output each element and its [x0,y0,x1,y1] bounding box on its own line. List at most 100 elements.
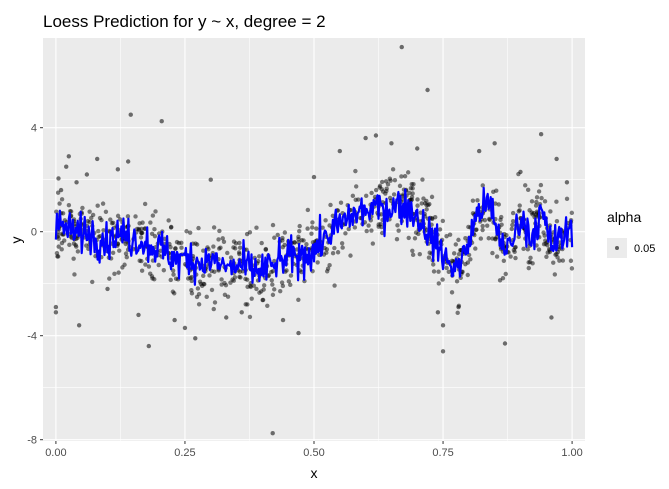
scatter-point [332,245,337,251]
scatter-point [435,310,441,315]
scatter-point [377,185,382,190]
scatter-point [299,269,304,275]
scatter-point [463,236,468,241]
scatter-point [95,156,100,162]
scatter-point [410,252,416,258]
scatter-point [137,258,142,263]
scatter-point [480,223,485,229]
scatter-point [222,292,228,297]
scatter-point [103,209,109,215]
scatter-point [66,202,72,208]
scatter-point [220,236,225,241]
scatter-point [415,146,420,151]
scatter-point [482,217,488,223]
scatter-point [538,132,544,137]
scatter-point [142,201,148,207]
scatter-point [260,297,266,303]
scatter-point [68,234,74,239]
scatter-point [444,233,449,239]
scatter-point [297,228,302,234]
scatter-point [224,315,229,320]
scatter-point [456,303,462,309]
scatter-point [139,268,145,273]
scatter-point [196,225,201,231]
scatter-point [64,164,69,169]
scatter-point [554,218,560,224]
scatter-point [410,248,415,254]
scatter-point [415,197,420,202]
scatter-point [153,209,158,214]
scatter-point [146,264,152,269]
scatter-point [173,276,179,281]
scatter-point [447,232,453,237]
scatter-point [56,176,61,181]
scatter-point [261,287,266,292]
scatter-point [251,283,256,288]
scatter-point [152,227,157,232]
scatter-point [409,181,414,187]
scatter-point [59,197,65,202]
scatter-point [248,283,253,289]
scatter-point [353,168,358,174]
scatter-point [173,246,178,251]
scatter-point [476,148,482,154]
scatter-point [211,244,216,249]
scatter-point [72,272,77,277]
scatter-point [440,277,445,282]
y-tick-label: 0 [31,227,37,239]
scatter-point [311,174,317,180]
scatter-point [238,275,243,280]
scatter-point [239,310,244,315]
scatter-point [168,225,174,230]
scatter-point [465,272,470,278]
scatter-point [108,217,113,222]
scatter-point [395,223,400,228]
scatter-point [179,245,184,250]
scatter-point [440,323,446,328]
scatter-point [140,220,145,225]
scatter-point [208,177,213,182]
scatter-point [55,190,61,195]
x-axis-ticks: 0.00 0.25 0.50 0.75 1.00 [45,441,583,459]
scatter-point [499,222,504,227]
scatter-point [71,256,76,261]
scatter-point [369,190,374,196]
scatter-point [328,202,333,208]
scatter-point [148,220,153,225]
scatter-point [340,245,345,250]
scatter-point [421,196,426,201]
scatter-point [74,180,79,185]
scatter-point [526,265,531,271]
scatter-point [212,300,218,305]
scatter-point [525,187,531,193]
scatter-point [541,230,546,235]
scatter-point [194,242,200,247]
scatter-point [391,192,397,197]
scatter-point [437,227,443,232]
scatter-point [484,223,490,228]
scatter-point [564,196,570,202]
scatter-point [436,269,441,274]
scatter-point [257,290,262,295]
scatter-point [206,246,211,252]
scatter-point [480,227,485,233]
scatter-point [57,201,62,206]
scatter-point [419,201,424,206]
scatter-point [265,303,270,309]
scatter-point [378,212,384,217]
scatter-point [503,271,508,277]
scatter-point [402,174,408,179]
scatter-point [510,222,515,228]
scatter-point [134,226,140,232]
scatter-point [161,268,167,273]
scatter-point [288,273,294,278]
scatter-point [486,216,492,222]
scatter-point [53,304,59,310]
scatter-point [474,227,479,232]
scatter-point [449,290,455,295]
scatter-point [259,240,264,246]
scatter-point [533,203,539,208]
scatter-point [516,209,521,214]
scatter-point [284,268,289,273]
scatter-point [211,225,217,230]
